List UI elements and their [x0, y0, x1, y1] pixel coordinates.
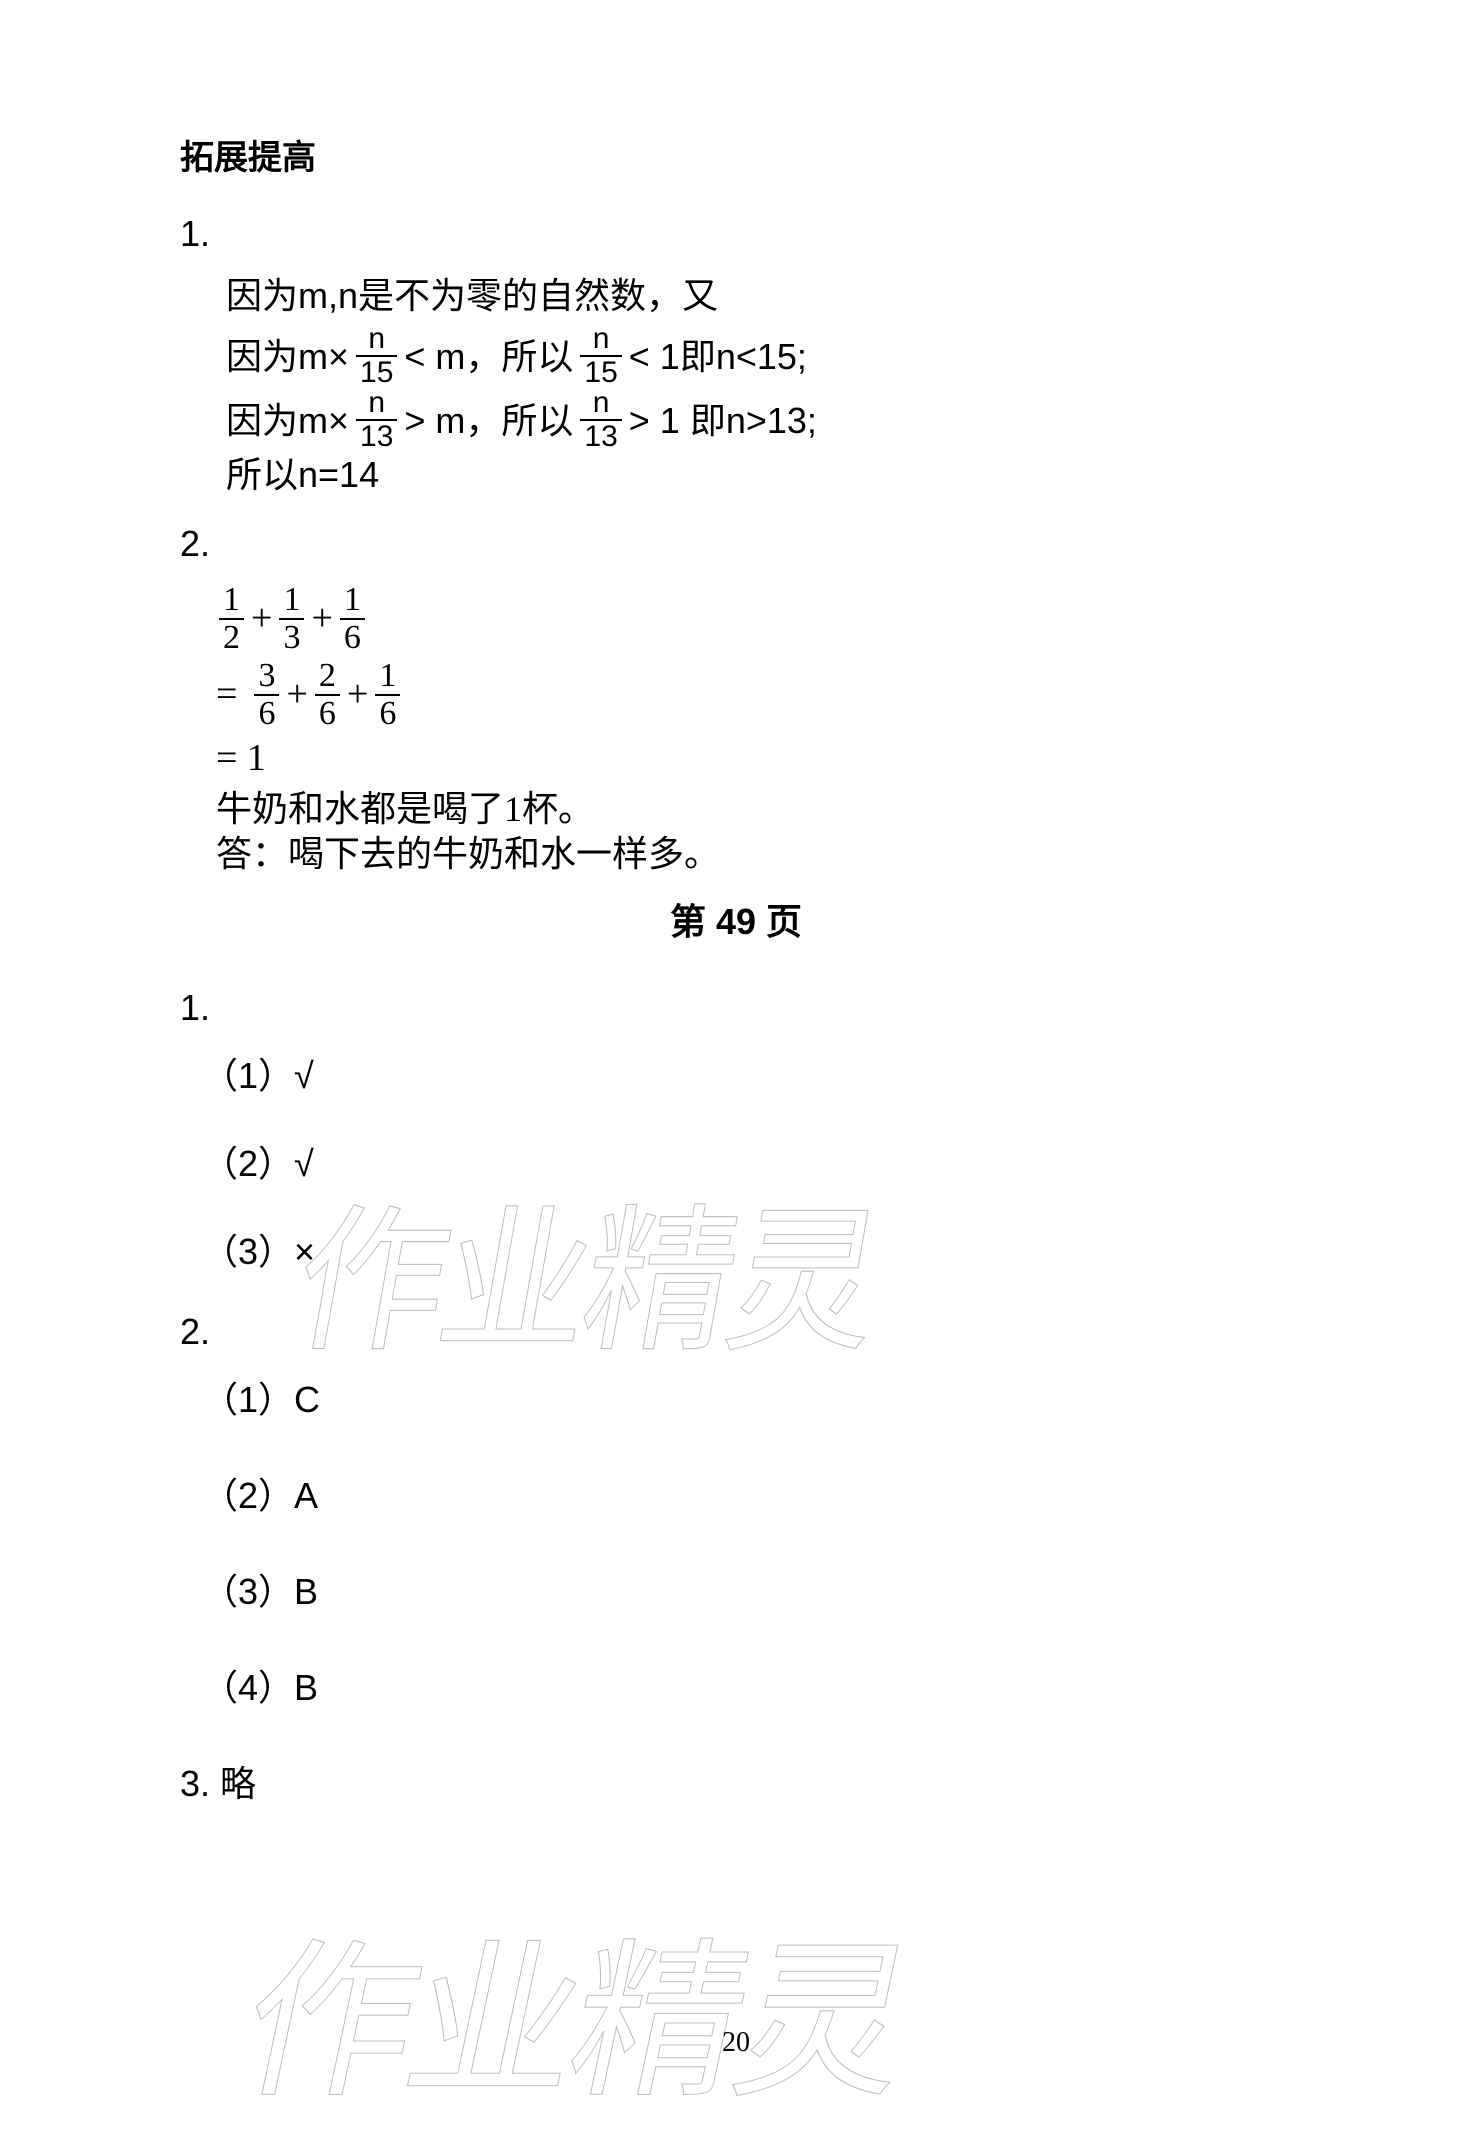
denom: 2	[219, 618, 244, 655]
numer: 1	[340, 583, 365, 618]
fraction: n 13	[580, 388, 621, 452]
s2-q2-a1: （1）C	[180, 1371, 1292, 1423]
q1-line2: 因为m× n 15 < m，所以 n 15 < 1即n<15;	[226, 324, 1292, 388]
q2-line-b: 答：喝下去的牛奶和水一样多。	[216, 832, 1292, 877]
s2-q1-a1: （1）√	[180, 1047, 1292, 1099]
document-page: 拓展提高 1. 因为m,n是不为零的自然数，又 因为m× n 15 < m，所以…	[0, 0, 1472, 2085]
s2-q1-a2: （2）√	[180, 1135, 1292, 1187]
numer: 1	[279, 583, 304, 618]
fraction: 1 3	[279, 583, 304, 655]
fraction: 1 6	[375, 659, 400, 731]
numer: 3	[254, 659, 279, 694]
denom: 6	[315, 694, 340, 731]
fraction: 3 6	[254, 659, 279, 731]
numer: 2	[315, 659, 340, 694]
denom: 13	[580, 419, 621, 452]
watermark: 作业精灵	[224, 1884, 932, 2130]
text: 因为m×	[226, 334, 349, 379]
numer: n	[364, 388, 389, 419]
q2-line-a: 牛奶和水都是喝了1杯。	[216, 787, 1292, 832]
fraction: 2 6	[315, 659, 340, 731]
equals: =	[216, 671, 237, 719]
denom: 6	[375, 694, 400, 731]
q1-body: 因为m,n是不为零的自然数，又 因为m× n 15 < m，所以 n 15 < …	[180, 273, 1292, 497]
numer: 1	[375, 659, 400, 694]
fraction: n 15	[356, 324, 397, 388]
plus: +	[251, 595, 272, 643]
section-heading: 拓展提高	[180, 130, 1292, 179]
text: < m，所以	[404, 334, 573, 379]
s2-q2-a2: （2）A	[180, 1467, 1292, 1519]
q2-number: 2.	[180, 523, 1292, 565]
fraction: n 15	[580, 324, 621, 388]
denom: 13	[356, 419, 397, 452]
fraction: 1 2	[219, 583, 244, 655]
q2-eq3: = 1	[216, 735, 1292, 783]
text: > 1 即n>13;	[629, 398, 817, 443]
s2-q3: 3. 略	[180, 1755, 1292, 1807]
text: 答：喝下去的牛奶和水一样多。	[216, 832, 720, 877]
page-divider-label: 第 49 页	[180, 893, 1292, 945]
text: > m，所以	[404, 398, 573, 443]
plus: +	[286, 671, 307, 719]
s2-q1-number: 1.	[180, 987, 1292, 1029]
text: 因为m×	[226, 398, 349, 443]
q1-number: 1.	[180, 213, 1292, 255]
denom: 3	[279, 618, 304, 655]
numer: n	[364, 324, 389, 355]
q2-eq2: = 3 6 + 2 6 + 1 6	[216, 659, 1292, 731]
s2-q2-a4: （4）B	[180, 1659, 1292, 1711]
fraction: n 13	[356, 388, 397, 452]
s2-q2-number: 2.	[180, 1311, 1292, 1353]
numer: n	[589, 388, 614, 419]
denom: 15	[356, 355, 397, 388]
q1-line4: 所以n=14	[226, 452, 1292, 497]
denom: 6	[340, 618, 365, 655]
q1-line1: 因为m,n是不为零的自然数，又	[226, 273, 1292, 318]
plus: +	[347, 671, 368, 719]
page-number: 20	[0, 2027, 1472, 2059]
denom: 15	[580, 355, 621, 388]
q2-body: 1 2 + 1 3 + 1 6 = 3 6 + 2	[180, 583, 1292, 877]
plus: +	[311, 595, 332, 643]
q1-line3: 因为m× n 13 > m，所以 n 13 > 1 即n>13;	[226, 388, 1292, 452]
denom: 6	[254, 694, 279, 731]
text: < 1即n<15;	[629, 334, 807, 379]
numer: n	[589, 324, 614, 355]
numer: 1	[219, 583, 244, 618]
q2-eq1: 1 2 + 1 3 + 1 6	[216, 583, 1292, 655]
s2-q2-a3: （3）B	[180, 1563, 1292, 1615]
fraction: 1 6	[340, 583, 365, 655]
text: 牛奶和水都是喝了1杯。	[216, 787, 594, 832]
s2-q1-a3: （3）×	[180, 1223, 1292, 1275]
